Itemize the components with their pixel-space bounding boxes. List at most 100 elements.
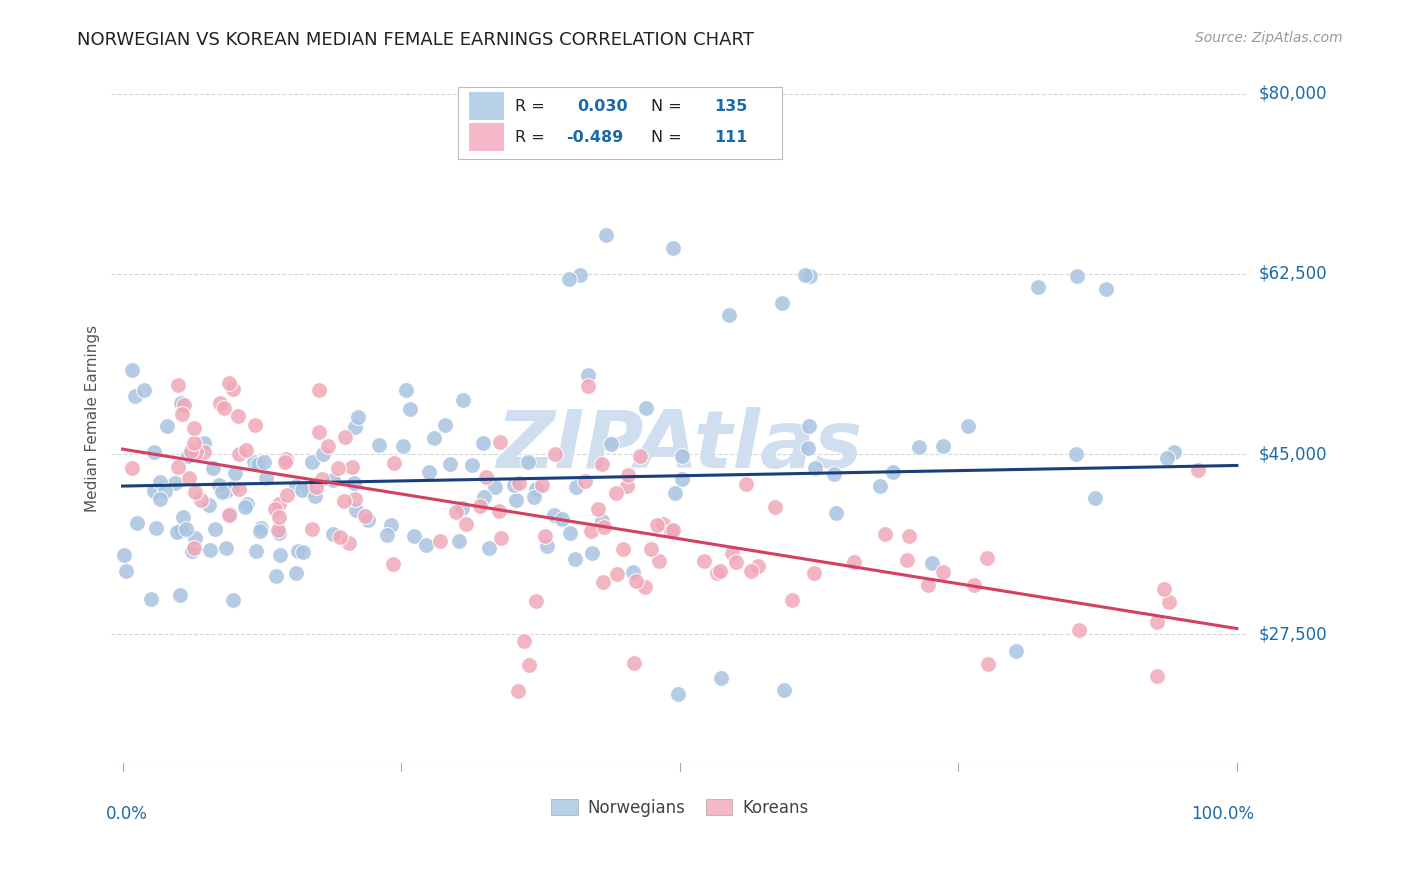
Point — [127, 516, 149, 531]
Point — [198, 543, 221, 558]
Point — [145, 521, 167, 535]
Point — [551, 512, 574, 526]
Point — [506, 683, 529, 698]
Point — [132, 383, 155, 397]
Point — [392, 439, 415, 453]
Point — [316, 439, 339, 453]
Point — [664, 486, 686, 500]
Point — [170, 523, 193, 537]
Point — [322, 526, 344, 541]
Point — [274, 452, 297, 467]
Text: ZIPAtlas: ZIPAtlas — [496, 407, 863, 484]
Point — [301, 455, 323, 469]
FancyBboxPatch shape — [470, 123, 503, 151]
Point — [184, 444, 207, 458]
Point — [1095, 281, 1118, 295]
Point — [747, 558, 769, 573]
Point — [579, 524, 602, 539]
Point — [606, 567, 628, 582]
Point — [170, 395, 193, 409]
Point — [183, 541, 205, 555]
Text: N =: N = — [651, 99, 688, 113]
Point — [166, 525, 188, 540]
Point — [215, 484, 238, 499]
Point — [224, 466, 246, 480]
Legend: Norwegians, Koreans: Norwegians, Koreans — [544, 792, 815, 824]
Point — [621, 566, 644, 580]
Point — [308, 425, 330, 439]
Point — [717, 308, 740, 322]
Point — [247, 457, 270, 471]
Point — [612, 542, 634, 557]
Point — [181, 544, 204, 558]
Text: 0.030: 0.030 — [578, 99, 628, 113]
Point — [382, 456, 405, 470]
Point — [291, 483, 314, 497]
Point — [648, 554, 671, 568]
Point — [233, 500, 256, 515]
Point — [897, 528, 920, 542]
Point — [1026, 280, 1049, 294]
Point — [249, 524, 271, 539]
Point — [222, 592, 245, 607]
Point — [576, 378, 599, 392]
Point — [297, 483, 319, 497]
Point — [770, 296, 793, 310]
Point — [343, 475, 366, 490]
Point — [516, 455, 538, 469]
Point — [143, 445, 166, 459]
Text: Source: ZipAtlas.com: Source: ZipAtlas.com — [1195, 31, 1343, 45]
Point — [780, 593, 803, 607]
Point — [908, 441, 931, 455]
Point — [274, 455, 297, 469]
Point — [228, 409, 250, 423]
Point — [645, 517, 668, 532]
Point — [1159, 595, 1181, 609]
Point — [794, 268, 817, 282]
Point — [592, 520, 614, 534]
Point — [558, 525, 581, 540]
Point — [474, 490, 496, 504]
Point — [202, 461, 225, 475]
Point — [568, 268, 591, 282]
Point — [267, 510, 290, 524]
Point — [456, 516, 478, 531]
Point — [869, 478, 891, 492]
Point — [368, 438, 391, 452]
Point — [343, 491, 366, 506]
Point — [333, 429, 356, 443]
FancyBboxPatch shape — [458, 87, 782, 160]
Point — [842, 555, 865, 569]
Point — [264, 502, 287, 516]
Point — [163, 476, 186, 491]
Point — [588, 502, 610, 516]
Point — [512, 634, 534, 648]
Point — [176, 522, 198, 536]
Point — [166, 460, 188, 475]
Point — [267, 525, 290, 540]
Text: -0.489: -0.489 — [567, 129, 623, 145]
Point — [312, 447, 335, 461]
Point — [531, 478, 554, 492]
Point — [434, 417, 457, 432]
Point — [932, 439, 955, 453]
Point — [605, 485, 627, 500]
Point — [652, 516, 675, 531]
Point — [825, 506, 848, 520]
Point — [917, 577, 939, 591]
Point — [508, 476, 530, 491]
Point — [180, 444, 202, 458]
Point — [183, 484, 205, 499]
Point — [451, 392, 474, 407]
Point — [276, 487, 298, 501]
Point — [346, 410, 368, 425]
Point — [439, 458, 461, 472]
Point — [329, 530, 352, 544]
Point — [671, 473, 693, 487]
Point — [706, 566, 728, 581]
Point — [591, 458, 613, 472]
Point — [488, 504, 510, 518]
Point — [354, 508, 377, 523]
Point — [156, 419, 179, 434]
Point — [576, 368, 599, 383]
